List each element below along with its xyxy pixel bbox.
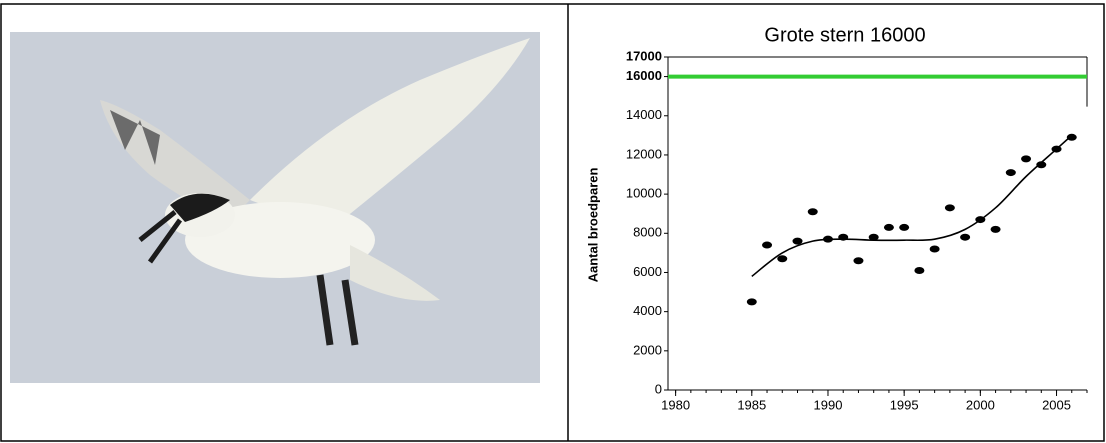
y-tick-label: 6000 [633,264,662,279]
data-point [868,233,879,241]
y-tick-label: 8000 [633,225,662,240]
data-point [944,204,955,212]
bird-photo [10,32,540,383]
data-point [822,235,833,243]
data-point [746,298,757,306]
x-tick-label: 2005 [1042,397,1071,412]
chart-title: Grote stern 16000 [764,24,925,46]
data-point [960,233,971,241]
y-axis-label: Aantal broedparen [585,168,600,283]
y-tick-label: 4000 [633,303,662,318]
x-tick-label: 1990 [814,397,843,412]
data-point [1036,161,1047,169]
x-tick-label: 2000 [966,397,995,412]
data-point [807,208,818,216]
data-point [990,225,1001,233]
data-point [929,245,940,253]
data-point [914,267,925,275]
data-point [975,216,986,224]
data-point [1021,155,1032,163]
data-point [762,241,773,249]
data-point [899,223,910,231]
x-tick-label: 1980 [661,397,690,412]
y-tick-label: 12000 [626,146,662,161]
y-tick-label: 17000 [626,48,662,63]
y-tick-label: 2000 [633,342,662,357]
trend-line [751,134,1073,278]
x-tick-label: 1985 [737,397,766,412]
data-point [777,255,788,263]
x-tick-label: 1995 [890,397,919,412]
data-point [1066,133,1077,141]
data-point [1051,145,1062,153]
y-tick-label: 16000 [626,68,662,83]
data-point [838,233,849,241]
y-tick-label: 0 [655,381,662,396]
data-point [792,237,803,245]
data-point [883,223,894,231]
table-border [0,3,1105,442]
y-tick-label: 10000 [626,186,662,201]
y-tick-label: 14000 [626,107,662,122]
data-point [1005,169,1016,177]
data-point [853,257,864,265]
